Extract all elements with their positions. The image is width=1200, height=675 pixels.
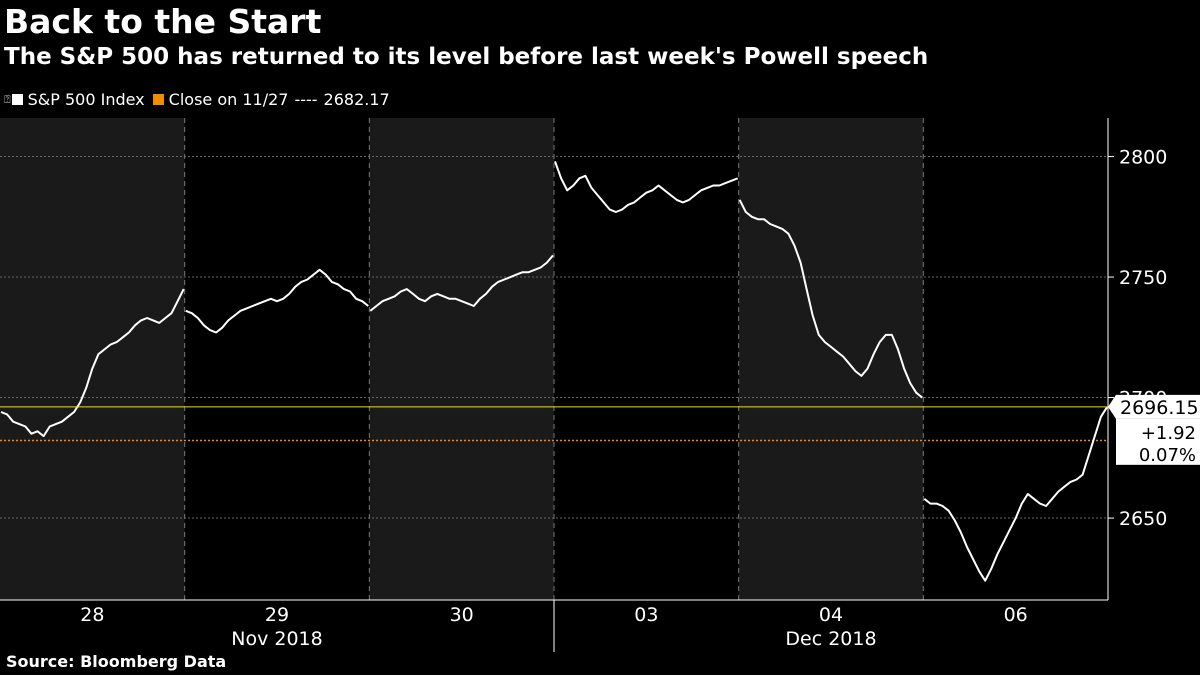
legend-item-sp500: ⍰ S&P 500 Index — [4, 90, 145, 109]
series-line-28 — [0, 288, 185, 438]
y-tick-label: 2750 — [1119, 267, 1167, 289]
legend-series-label: S&P 500 Index — [27, 90, 145, 109]
legend-reference-label: Close on 11/27 — [168, 90, 289, 109]
series-line-06 — [923, 406, 1108, 582]
y-tick-label: 2800 — [1119, 147, 1167, 169]
x-month-label: Nov 2018 — [231, 628, 322, 650]
x-tick-label: 03 — [634, 604, 658, 626]
x-tick-label: 28 — [80, 604, 104, 626]
series-line-03 — [554, 161, 739, 213]
x-tick-label: 29 — [265, 604, 289, 626]
y-tick-label: 2650 — [1119, 508, 1167, 530]
x-tick-label: 30 — [450, 604, 474, 626]
legend-item-reference: Close on 11/27 ---- 2682.17 — [152, 90, 390, 109]
series-line-04 — [738, 199, 923, 399]
series-line-30 — [369, 254, 554, 312]
x-month-label: Dec 2018 — [785, 628, 876, 650]
orange-swatch-icon — [152, 94, 164, 105]
day-band-30 — [369, 118, 554, 600]
last-change-box — [1116, 418, 1200, 465]
series-line-29 — [185, 268, 369, 334]
legend-dash: ---- — [294, 90, 318, 109]
chart-subtitle: The S&P 500 has returned to its level be… — [4, 44, 929, 70]
last-change-pct-label: 0.07% — [1139, 445, 1196, 466]
pin-icon: ⍰ — [4, 92, 11, 106]
x-tick-label: 06 — [1004, 604, 1028, 626]
day-band-28 — [0, 118, 185, 600]
last-value-box — [1108, 394, 1200, 419]
chart-title: Back to the Start — [4, 2, 322, 41]
legend-reference-value: 2682.17 — [323, 90, 390, 109]
white-swatch-icon — [11, 94, 23, 105]
last-change-label: +1.92 — [1141, 423, 1196, 444]
legend: ⍰ S&P 500 Index Close on 11/27 ---- 2682… — [4, 90, 398, 109]
x-tick-label: 04 — [819, 604, 843, 626]
source-note: Source: Bloomberg Data — [6, 652, 227, 671]
day-band-04 — [738, 118, 924, 600]
last-value-label: 2696.15 — [1120, 397, 1199, 419]
